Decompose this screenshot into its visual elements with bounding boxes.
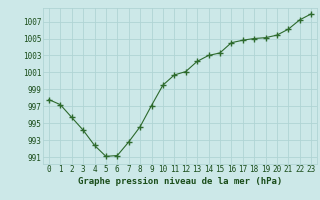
X-axis label: Graphe pression niveau de la mer (hPa): Graphe pression niveau de la mer (hPa)	[78, 177, 282, 186]
